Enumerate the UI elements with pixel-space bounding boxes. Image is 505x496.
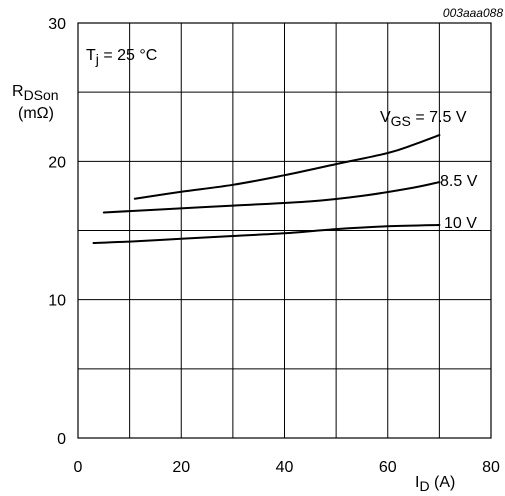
x-axis-label: ID (A) (415, 474, 455, 494)
plot-frame (77, 22, 492, 439)
series-label-vgs-7-5: VGS = 7.5 V (380, 109, 467, 129)
series-label-8-5: 8.5 V (440, 173, 478, 190)
series-line-vgs-7-5 (133, 134, 441, 200)
y-tick-label-10: 10 (48, 293, 66, 310)
series-lines (92, 134, 441, 244)
y-axis-label: RDSon (12, 83, 59, 103)
y-tick-label-30: 30 (48, 16, 66, 33)
series-label-10: 10 V (444, 215, 477, 232)
y-tick-label-0: 0 (57, 431, 66, 448)
x-tick-label-40: 40 (276, 459, 294, 476)
x-tick-label-20: 20 (172, 459, 190, 476)
figure-id: 003aaa088 (443, 6, 503, 20)
condition-label: Tj = 25 °C (86, 47, 157, 67)
y-tick-label-20: 20 (48, 154, 66, 171)
gridlines (78, 23, 491, 438)
series-line-8-5 (102, 181, 441, 214)
x-tick-label-60: 60 (379, 459, 397, 476)
y-axis-unit: (mΩ) (18, 105, 54, 122)
tick-labels: 0 20 40 60 80 0 10 20 30 (48, 16, 500, 476)
x-tick-label-0: 0 (74, 459, 83, 476)
x-tick-label-80: 80 (482, 459, 500, 476)
series-line-10 (92, 224, 441, 244)
